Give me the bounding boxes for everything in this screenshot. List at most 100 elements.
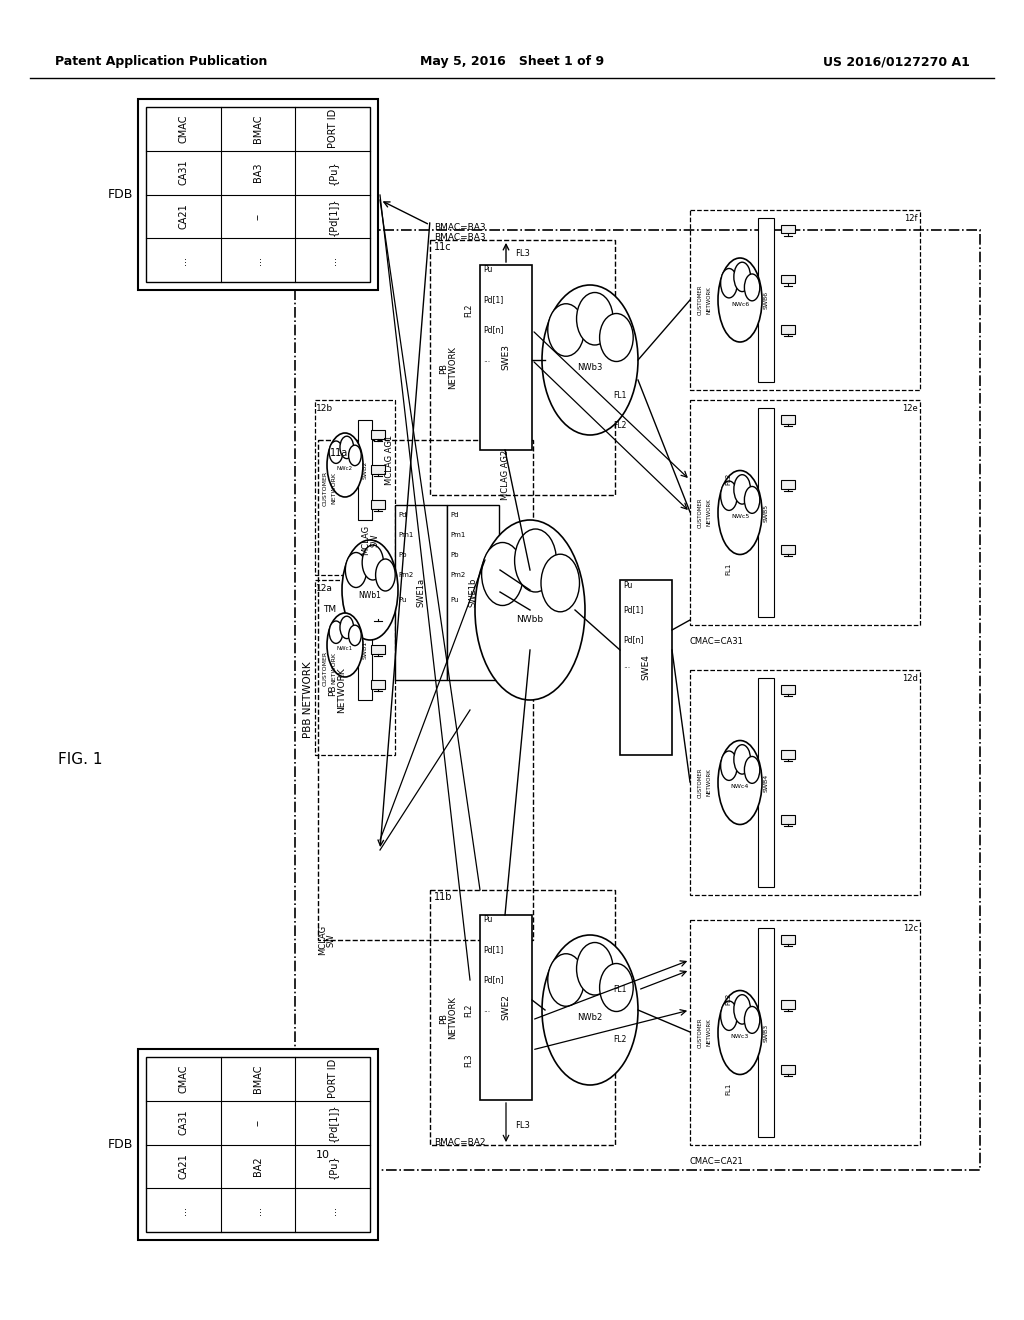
Text: SWE1b: SWE1b — [469, 577, 477, 607]
Ellipse shape — [600, 314, 633, 362]
Bar — [371, 610, 385, 619]
Bar — [781, 685, 795, 693]
Bar — [690, 671, 920, 895]
Text: Pd[n]: Pd[n] — [483, 326, 504, 334]
Ellipse shape — [718, 257, 762, 342]
Text: NETWORK: NETWORK — [707, 768, 712, 796]
Bar — [758, 928, 774, 1137]
Text: FL2: FL2 — [464, 304, 473, 317]
Bar — [430, 890, 615, 1144]
Text: FL1: FL1 — [725, 562, 731, 576]
Text: Pu: Pu — [483, 916, 493, 924]
Text: PORT ID: PORT ID — [328, 110, 338, 149]
Ellipse shape — [718, 741, 762, 825]
Text: NETWORK: NETWORK — [449, 347, 458, 389]
Text: {Pu}: {Pu} — [328, 160, 338, 185]
Text: Pm2: Pm2 — [450, 572, 465, 578]
Bar — [690, 920, 920, 1144]
Bar — [690, 210, 920, 389]
Ellipse shape — [340, 436, 353, 458]
Ellipse shape — [348, 445, 361, 466]
Bar — [315, 579, 395, 755]
Text: ...: ... — [623, 660, 630, 669]
Bar — [295, 230, 980, 1170]
Text: CUSTOMER: CUSTOMER — [323, 651, 328, 685]
Text: Pb: Pb — [450, 552, 459, 558]
Text: Pm2: Pm2 — [398, 572, 414, 578]
Text: PBB NETWORK: PBB NETWORK — [303, 661, 313, 738]
Text: ...: ... — [328, 1205, 338, 1214]
Text: Pd: Pd — [450, 512, 459, 517]
Ellipse shape — [329, 441, 343, 463]
Text: Patent Application Publication: Patent Application Publication — [55, 55, 267, 69]
Text: BMAC: BMAC — [253, 115, 263, 143]
Text: 12d: 12d — [902, 675, 918, 682]
Ellipse shape — [721, 1001, 737, 1031]
Bar — [758, 218, 774, 381]
Text: SWE2: SWE2 — [502, 994, 511, 1020]
Text: May 5, 2016   Sheet 1 of 9: May 5, 2016 Sheet 1 of 9 — [420, 55, 604, 69]
Text: CUSTOMER: CUSTOMER — [697, 285, 702, 315]
Bar — [781, 414, 795, 424]
Bar — [146, 107, 370, 282]
Bar — [371, 430, 385, 438]
Text: FL3: FL3 — [515, 248, 529, 257]
Bar — [138, 1049, 378, 1239]
Text: FIG. 1: FIG. 1 — [58, 752, 102, 767]
Text: CA21: CA21 — [178, 1154, 188, 1179]
Bar — [758, 678, 774, 887]
Text: NWc2: NWc2 — [337, 466, 353, 471]
Text: Pu: Pu — [623, 581, 633, 590]
Ellipse shape — [541, 554, 580, 611]
Text: BMAC=BA3: BMAC=BA3 — [434, 223, 485, 232]
Bar — [620, 579, 672, 755]
Text: 11a: 11a — [330, 447, 348, 458]
Text: PB: PB — [439, 1012, 449, 1023]
Text: MCLAG AG2: MCLAG AG2 — [501, 450, 510, 500]
Ellipse shape — [327, 433, 362, 498]
Text: SWE4: SWE4 — [641, 655, 650, 680]
Text: 11c: 11c — [434, 242, 452, 252]
Text: 11b: 11b — [434, 892, 453, 902]
Text: BA3: BA3 — [253, 162, 263, 182]
Text: SWE3: SWE3 — [502, 345, 511, 370]
Bar — [358, 420, 372, 520]
Bar — [358, 601, 372, 700]
Ellipse shape — [376, 558, 395, 591]
Bar — [138, 99, 378, 290]
Text: MCLAG: MCLAG — [318, 925, 327, 956]
Text: ...: ... — [253, 1205, 263, 1214]
Text: NWc5: NWc5 — [731, 515, 750, 519]
Ellipse shape — [481, 543, 523, 606]
Text: BMAC=BA2: BMAC=BA2 — [434, 1138, 485, 1147]
Ellipse shape — [548, 304, 585, 356]
Text: Pd[1]: Pd[1] — [623, 606, 643, 615]
Text: Pu: Pu — [398, 597, 407, 603]
Bar — [395, 506, 447, 680]
Text: 12e: 12e — [902, 404, 918, 413]
Ellipse shape — [744, 1006, 760, 1034]
Text: SWB6: SWB6 — [764, 290, 768, 309]
Text: NWbb: NWbb — [516, 615, 544, 623]
Text: CUSTOMER: CUSTOMER — [697, 498, 702, 528]
Text: SWE1a: SWE1a — [417, 577, 426, 607]
Ellipse shape — [721, 751, 737, 780]
Text: NWc4: NWc4 — [731, 784, 750, 789]
Bar — [781, 480, 795, 488]
Text: Pd[n]: Pd[n] — [483, 975, 504, 985]
Bar — [315, 400, 395, 576]
Text: Pb: Pb — [398, 552, 407, 558]
Text: US 2016/0127270 A1: US 2016/0127270 A1 — [823, 55, 970, 69]
Text: Pm1: Pm1 — [450, 532, 465, 539]
Text: FL2: FL2 — [464, 1003, 473, 1016]
Text: FL2: FL2 — [725, 993, 731, 1005]
Bar — [781, 1065, 795, 1073]
Text: NWc3: NWc3 — [731, 1034, 750, 1039]
Text: FL1: FL1 — [725, 1082, 731, 1094]
Text: --: -- — [253, 1119, 263, 1126]
Ellipse shape — [734, 263, 751, 292]
Text: ...: ... — [178, 256, 188, 264]
Text: NETWORK: NETWORK — [707, 499, 712, 527]
Text: NWb3: NWb3 — [578, 363, 603, 372]
Text: MCLAG: MCLAG — [361, 525, 371, 556]
